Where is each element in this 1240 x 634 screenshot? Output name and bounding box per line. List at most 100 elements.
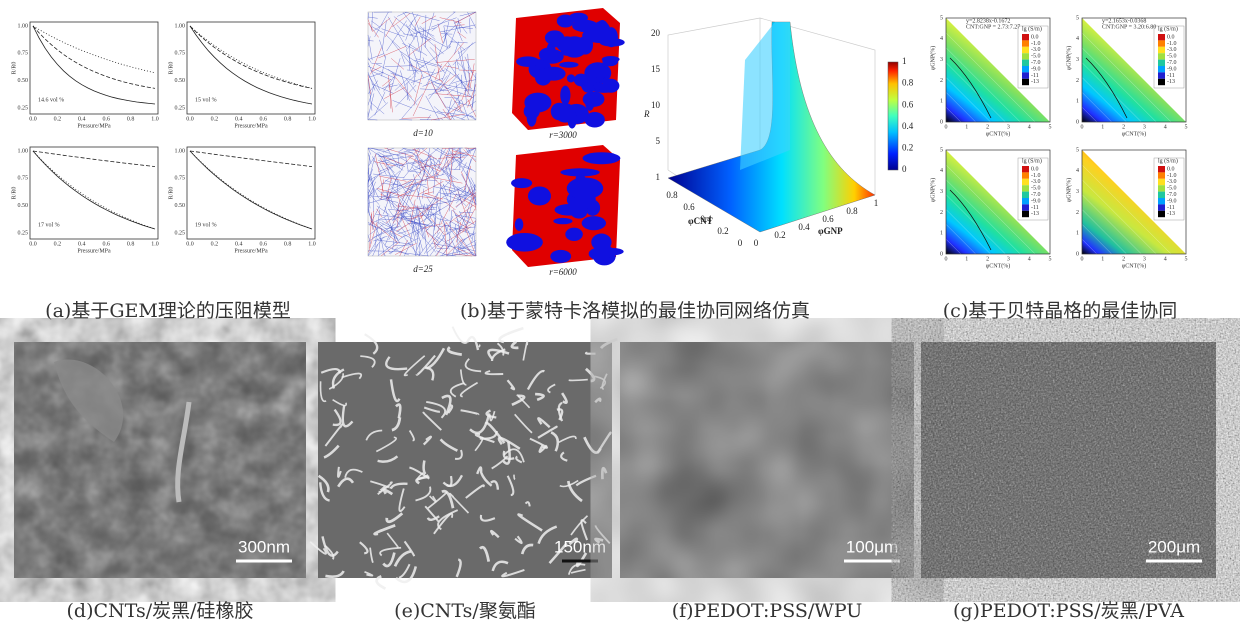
y-tick-label: 4 (940, 36, 943, 42)
fiber (448, 147, 464, 154)
fiber (425, 230, 439, 244)
fiber (175, 401, 192, 503)
nanotube (514, 535, 523, 545)
fiber (435, 73, 457, 92)
fiber (402, 43, 422, 53)
fiber (446, 152, 463, 157)
fiber (405, 24, 415, 40)
contour-line (1081, 107, 1097, 123)
fiber (378, 152, 406, 167)
nanotube (491, 455, 509, 470)
nanotube (484, 421, 506, 444)
fiber (433, 157, 438, 179)
fiber (382, 253, 386, 257)
fiber (420, 147, 443, 165)
nanotube (364, 333, 379, 355)
legend-swatch (1022, 210, 1029, 218)
x-axis-label: φCNT(%) (1122, 130, 1146, 137)
fiber (385, 190, 389, 201)
x-axis-label: Pressure/MPa (234, 123, 268, 129)
x-tick-label: 0.8 (284, 116, 292, 122)
chart-frame (29, 146, 159, 240)
fiber (436, 147, 452, 157)
fiber (377, 228, 383, 256)
fiber (409, 164, 431, 172)
fiber (448, 210, 452, 247)
curve (189, 150, 313, 167)
legend-swatch (1022, 172, 1029, 179)
fiber (423, 191, 434, 195)
fiber (412, 148, 437, 160)
contour-line (945, 179, 1021, 255)
x-tick-label: 1 (965, 256, 968, 262)
nanotube (377, 481, 393, 496)
fiber (377, 188, 404, 197)
fiber (445, 221, 471, 252)
fiber (445, 216, 454, 232)
contour-line (945, 239, 961, 255)
nanotube (503, 448, 525, 463)
nanotube (476, 466, 483, 475)
fiber (457, 186, 472, 196)
blob (538, 47, 559, 62)
fiber (400, 51, 425, 68)
fiber (404, 237, 420, 257)
fiber (388, 237, 419, 254)
nanotube (323, 444, 340, 459)
legend-swatch (1022, 204, 1029, 211)
nanotube (478, 343, 481, 348)
fiber (470, 114, 477, 120)
fiber (370, 70, 392, 81)
fiber (374, 11, 389, 37)
fiber (413, 159, 442, 187)
nanotube (455, 558, 462, 578)
fiber (367, 62, 380, 91)
fiber (468, 190, 477, 198)
nanotube (570, 515, 589, 536)
fiber (471, 187, 477, 211)
legend-swatch (1022, 78, 1029, 86)
y-tick-label: 0 (1076, 251, 1079, 257)
curve (32, 150, 156, 230)
fiber (466, 159, 472, 176)
fiber (412, 197, 444, 220)
fiber (422, 206, 434, 227)
x-axis-label: φCNT(%) (1122, 262, 1146, 269)
fiber (370, 220, 398, 243)
legend-label: 0.0 (1167, 166, 1175, 172)
nanotube (385, 512, 404, 524)
fiber (470, 177, 477, 188)
nanotube (466, 335, 480, 351)
fiber (451, 150, 477, 157)
fiber (459, 211, 473, 214)
fiber (405, 20, 413, 41)
blob (570, 206, 588, 219)
fit-ratio: CNT:GNP = 2.73:7.27 (966, 24, 1020, 30)
y-tick-label: 0.50 (18, 78, 29, 84)
contour-line (1081, 164, 1172, 255)
fiber (456, 248, 476, 257)
contour-line (945, 62, 1006, 123)
fiber (399, 157, 426, 173)
scale-label: 300nm (238, 537, 290, 556)
legend-label: -11 (1031, 205, 1039, 211)
fiber (461, 79, 477, 83)
blob (593, 82, 603, 91)
legend-swatch (1158, 204, 1165, 211)
nanotube (496, 342, 505, 356)
nanotube (594, 537, 604, 544)
fiber (394, 242, 417, 255)
blob (594, 64, 607, 80)
fiber (454, 24, 465, 26)
caption: (e)CNTs/聚氨酯 (394, 600, 536, 622)
legend-swatch (1158, 53, 1165, 60)
fiber (373, 24, 383, 32)
y-axis-label: φGNP(%) (1065, 178, 1072, 202)
blob (566, 74, 576, 83)
sem-texture (921, 342, 1216, 578)
caption: (b)基于蒙特卡洛模拟的最佳协同网络仿真 (460, 300, 810, 322)
fiber (401, 93, 423, 119)
fiber (455, 188, 476, 208)
fiber (458, 22, 468, 34)
nanotube (537, 425, 558, 439)
